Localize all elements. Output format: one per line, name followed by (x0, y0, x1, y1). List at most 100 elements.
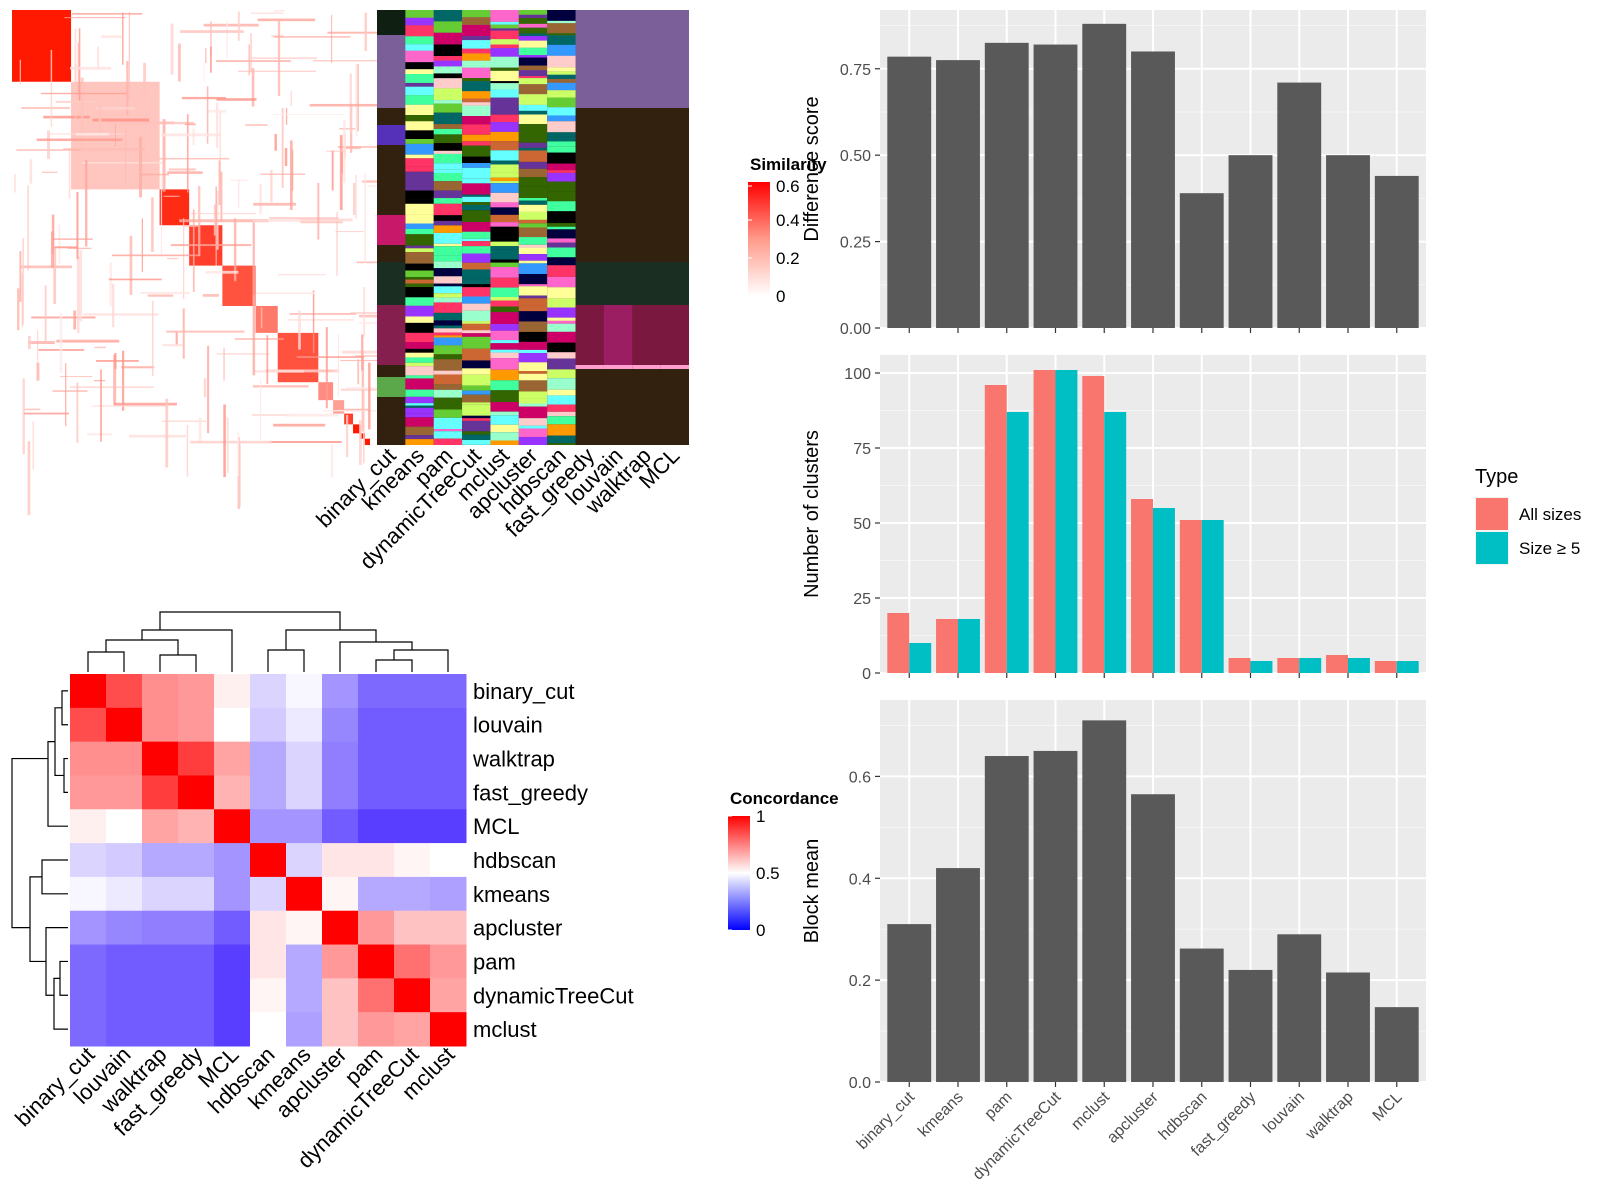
class-cell (433, 10, 463, 22)
dendrogram-link (11, 757, 48, 929)
bar (1374, 661, 1397, 673)
class-cell (547, 23, 576, 34)
class-cell (462, 194, 491, 197)
similarity-cell (183, 218, 185, 300)
dendrogram-link (29, 876, 46, 963)
y-tick-label: 0.0 (849, 1075, 871, 1092)
bar (1104, 412, 1127, 673)
clustering-method-labels: binary_cutkmeanspamdynamicTreeCutmclusta… (311, 443, 684, 574)
class-cell (433, 21, 463, 33)
class-cell (518, 76, 548, 79)
class-cell (405, 276, 434, 280)
similarity-cell (40, 92, 127, 95)
concordance-cell (70, 910, 107, 946)
similarity-cell (251, 68, 255, 107)
concordance-cell (142, 775, 179, 810)
similarity-cell (151, 197, 154, 252)
similarity-cell (219, 111, 222, 185)
similarity-legend-title: Similarity (750, 155, 827, 174)
similarity-cell (237, 70, 316, 72)
similarity-cell (126, 61, 129, 116)
similarity-legend-tick-label: 0.2 (776, 249, 800, 268)
concordance-cell (322, 876, 359, 912)
concordance-row-label: binary_cut (473, 679, 575, 704)
class-cell (490, 323, 519, 331)
similarity-cell (277, 273, 326, 276)
concordance-cell (178, 775, 215, 810)
similarity-cell (355, 63, 358, 137)
class-cell (518, 227, 548, 238)
similarity-block (333, 400, 345, 414)
class-cell (433, 215, 463, 221)
class-cell (490, 277, 519, 288)
similarity-cell (101, 35, 123, 38)
class-cell (518, 10, 548, 15)
y-axis-label: Number of clusters (801, 430, 823, 598)
bar (1374, 1007, 1419, 1082)
dendrogram-link (87, 651, 125, 672)
similarity-cell (202, 293, 220, 297)
similarity-cell (361, 334, 364, 371)
class-cell (547, 323, 576, 332)
class-cell (490, 160, 519, 165)
concordance-heatmap (70, 674, 467, 1047)
similarity-cell (83, 313, 159, 316)
class-cell (490, 222, 519, 227)
similarity-cell (147, 294, 174, 297)
class-cell (462, 105, 491, 117)
y-axis-label: Block mean (801, 839, 823, 944)
concordance-cell (178, 944, 215, 979)
class-cell (405, 223, 434, 229)
class-cell (462, 440, 491, 445)
class-cell (433, 198, 463, 204)
class-cell (433, 225, 463, 233)
class-cell (405, 86, 434, 96)
class-cell (433, 153, 463, 164)
similarity-cell (165, 398, 169, 468)
similarity-cell (64, 17, 126, 19)
x-tick-label: binary_cut (854, 1088, 919, 1153)
class-cell (490, 237, 519, 242)
class-cell (518, 311, 548, 322)
similarity-cell (31, 316, 96, 319)
class-cell (462, 81, 491, 92)
similarity-cell (76, 382, 79, 443)
concordance-cell (286, 876, 323, 912)
class-cell (433, 112, 463, 125)
class-cell (547, 55, 576, 68)
similarity-cell (27, 441, 31, 516)
class-cell (518, 273, 548, 285)
concordance-row-label: pam (473, 949, 516, 974)
similarity-cell (76, 191, 79, 259)
class-cell (462, 418, 491, 421)
concordance-cell (430, 809, 467, 844)
class-cell (518, 94, 548, 102)
class-cell (518, 78, 548, 85)
class-cell (490, 141, 519, 151)
similarity-cell (237, 179, 240, 208)
class-cell (490, 30, 519, 40)
similarity-cell (58, 224, 61, 265)
class-cell (490, 349, 519, 353)
class-cell (462, 145, 491, 157)
similarity-cell (167, 171, 203, 174)
class-cell (547, 276, 576, 288)
class-cell (547, 141, 576, 147)
concordance-row-label: dynamicTreeCut (473, 983, 634, 1008)
class-cell (547, 90, 576, 98)
class-cell (405, 25, 434, 37)
concordance-cell (394, 978, 431, 1013)
class-cell (518, 124, 548, 134)
similarity-cell (21, 107, 70, 109)
class-cell (490, 114, 519, 123)
similarity-cell (97, 46, 99, 68)
concordance-cell (430, 707, 467, 743)
bar (909, 643, 932, 673)
similarity-cell (166, 330, 245, 333)
class-cell (490, 440, 519, 445)
similarity-cell (186, 114, 189, 193)
class-cell (547, 331, 576, 343)
class-cell (462, 210, 491, 223)
bar (1250, 661, 1273, 673)
similarity-cell (290, 91, 292, 106)
